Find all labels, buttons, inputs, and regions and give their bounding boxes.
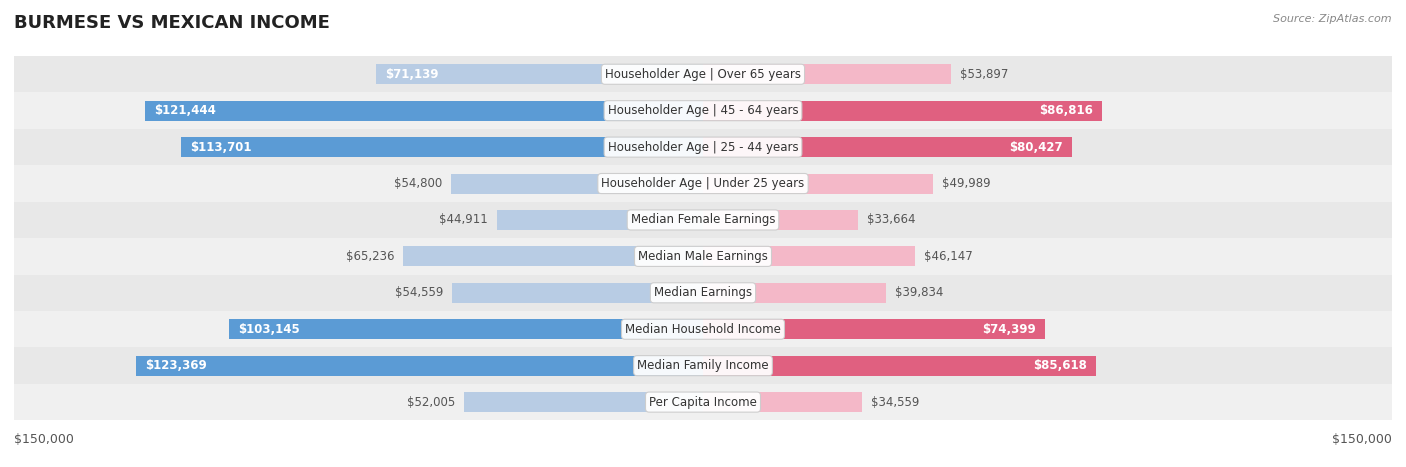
Text: $54,800: $54,800 [394, 177, 441, 190]
Text: $49,989: $49,989 [942, 177, 990, 190]
Text: $44,911: $44,911 [439, 213, 488, 226]
Bar [14, 347, 1392, 384]
Bar [703, 356, 1097, 375]
Text: $53,897: $53,897 [960, 68, 1008, 81]
Text: Median Female Earnings: Median Female Earnings [631, 213, 775, 226]
Text: $39,834: $39,834 [896, 286, 943, 299]
Text: Householder Age | 25 - 44 years: Householder Age | 25 - 44 years [607, 141, 799, 154]
Text: $150,000: $150,000 [14, 433, 75, 446]
Text: $123,369: $123,369 [146, 359, 207, 372]
Text: $46,147: $46,147 [924, 250, 973, 263]
Text: $150,000: $150,000 [1331, 433, 1392, 446]
Text: Median Family Income: Median Family Income [637, 359, 769, 372]
Bar [14, 275, 1392, 311]
Bar [404, 247, 703, 266]
Bar [703, 247, 915, 266]
Text: Householder Age | Over 65 years: Householder Age | Over 65 years [605, 68, 801, 81]
Bar [703, 174, 932, 193]
Text: $121,444: $121,444 [155, 104, 217, 117]
Text: Per Capita Income: Per Capita Income [650, 396, 756, 409]
Bar [145, 101, 703, 120]
Bar [464, 392, 703, 412]
Bar [703, 137, 1073, 157]
Bar [14, 92, 1392, 129]
Text: Median Male Earnings: Median Male Earnings [638, 250, 768, 263]
Bar [453, 283, 703, 303]
Text: $103,145: $103,145 [239, 323, 301, 336]
Bar [136, 356, 703, 375]
Bar [703, 319, 1045, 339]
Text: $54,559: $54,559 [395, 286, 443, 299]
Text: $80,427: $80,427 [1010, 141, 1063, 154]
Bar [14, 129, 1392, 165]
Text: Median Earnings: Median Earnings [654, 286, 752, 299]
Text: $33,664: $33,664 [868, 213, 915, 226]
Bar [181, 137, 703, 157]
Text: $86,816: $86,816 [1039, 104, 1092, 117]
Legend: Burmese, Mexican: Burmese, Mexican [603, 463, 803, 467]
Text: Source: ZipAtlas.com: Source: ZipAtlas.com [1274, 14, 1392, 24]
Bar [703, 210, 858, 230]
Text: $71,139: $71,139 [385, 68, 439, 81]
Text: $85,618: $85,618 [1033, 359, 1087, 372]
Bar [14, 165, 1392, 202]
Bar [14, 238, 1392, 275]
Text: $34,559: $34,559 [870, 396, 920, 409]
Text: $74,399: $74,399 [981, 323, 1036, 336]
Bar [496, 210, 703, 230]
Text: BURMESE VS MEXICAN INCOME: BURMESE VS MEXICAN INCOME [14, 14, 330, 32]
Bar [14, 384, 1392, 420]
Bar [377, 64, 703, 84]
Text: $113,701: $113,701 [190, 141, 252, 154]
Bar [703, 283, 886, 303]
Bar [703, 64, 950, 84]
Bar [703, 392, 862, 412]
Text: $52,005: $52,005 [406, 396, 456, 409]
Bar [703, 101, 1102, 120]
Text: Householder Age | Under 25 years: Householder Age | Under 25 years [602, 177, 804, 190]
Bar [14, 56, 1392, 92]
Bar [229, 319, 703, 339]
Bar [451, 174, 703, 193]
Bar [14, 202, 1392, 238]
Text: Median Household Income: Median Household Income [626, 323, 780, 336]
Bar [14, 311, 1392, 347]
Text: $65,236: $65,236 [346, 250, 394, 263]
Text: Householder Age | 45 - 64 years: Householder Age | 45 - 64 years [607, 104, 799, 117]
